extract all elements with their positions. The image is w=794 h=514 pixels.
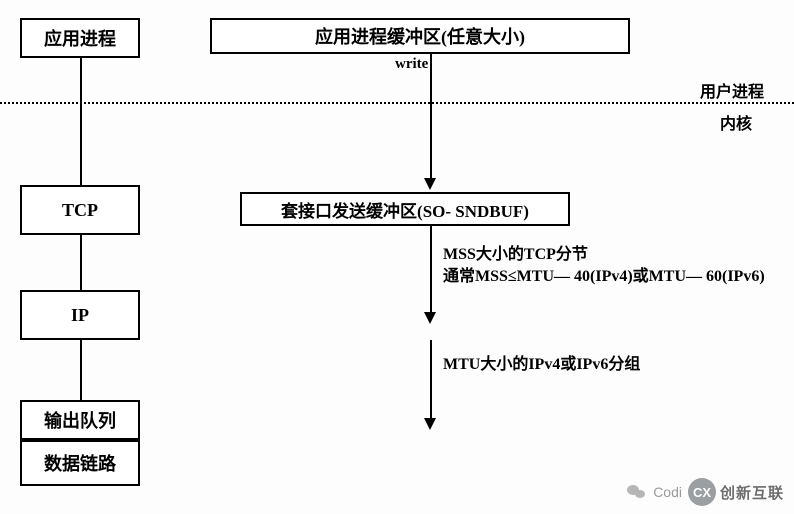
box-output-queue: 输出队列	[20, 400, 140, 440]
watermark-codi: Codi	[653, 484, 682, 500]
box-socket-buffer-label: 套接口发送缓冲区(SO- SNDBUF)	[281, 197, 529, 222]
box-app-buffer: 应用进程缓冲区(任意大小)	[210, 18, 630, 54]
mtu-label: MTU大小的IPv4或IPv6分组	[443, 350, 640, 374]
wechat-icon	[627, 484, 647, 500]
write-label: write	[395, 56, 428, 73]
arrow1-head	[424, 178, 436, 190]
connector-app-tcp	[80, 58, 82, 185]
box-tcp-label: TCP	[62, 200, 98, 221]
arrow2-line	[430, 226, 432, 314]
watermark: Codi CX 创新互联	[627, 478, 784, 506]
watermark-logo: CX 创新互联	[688, 478, 784, 506]
box-datalink-label: 数据链路	[44, 450, 116, 476]
mss-label: MSS大小的TCP分节 通常MSS≤MTU— 40(IPv4)或MTU— 60(…	[443, 244, 765, 287]
box-ip-label: IP	[71, 305, 89, 326]
box-app-process-label: 应用进程	[44, 25, 116, 51]
arrow3-head	[424, 418, 436, 430]
box-datalink: 数据链路	[20, 440, 140, 486]
user-kernel-divider	[0, 102, 794, 104]
watermark-logo-text: 创新互联	[720, 482, 784, 503]
mss-label-line2: 通常MSS≤MTU— 40(IPv4)或MTU— 60(IPv6)	[443, 266, 765, 288]
user-process-label: 用户进程	[700, 78, 764, 102]
arrow2-head	[424, 312, 436, 324]
box-app-buffer-label: 应用进程缓冲区(任意大小)	[315, 23, 525, 49]
box-app-process: 应用进程	[20, 18, 140, 58]
kernel-label: 内核	[720, 110, 752, 134]
watermark-logo-icon: CX	[688, 478, 716, 506]
box-output-queue-label: 输出队列	[44, 407, 116, 433]
connector-tcp-ip	[80, 235, 82, 290]
box-tcp: TCP	[20, 185, 140, 235]
arrow3-line	[430, 340, 432, 420]
box-socket-buffer: 套接口发送缓冲区(SO- SNDBUF)	[240, 192, 570, 226]
box-ip: IP	[20, 290, 140, 340]
arrow1-line	[430, 54, 432, 180]
mss-label-line1: MSS大小的TCP分节	[443, 244, 765, 266]
connector-ip-outq	[80, 340, 82, 400]
